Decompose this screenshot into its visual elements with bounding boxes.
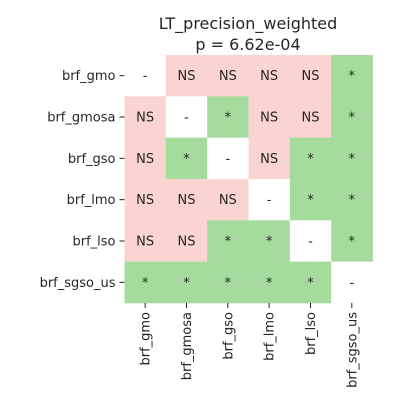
cell-label-brf-lmo-brf-lso: * <box>307 193 314 208</box>
cell-label-brf-gmo-brf-gmo: - <box>143 69 148 84</box>
heatmap-cell-brf-lso-brf-gmo <box>124 220 167 263</box>
cell-label-brf-sgso-us-brf-sgso-us: - <box>349 276 354 291</box>
row-labels: brf_gmo brf_gmosa brf_gso brf_lmo brf_lsobrf… <box>40 69 125 291</box>
heatmap-cell-brf-gmosa-brf-lso <box>289 96 332 139</box>
column-label-brf-gso: brf_gso <box>221 312 236 360</box>
heatmap-cell-brf-lso-brf-gmosa <box>165 220 208 263</box>
row-label-brf-gso: brf_gso <box>68 152 116 167</box>
cell-label-brf-gso-brf-sgso-us: * <box>349 152 356 167</box>
heatmap-cell-brf-lso-brf-lmo <box>248 220 291 263</box>
cell-label-brf-gso-brf-gso: - <box>225 152 230 167</box>
heatmap-cell-brf-sgso-us-brf-gso <box>207 261 249 304</box>
cell-label-brf-gmosa-brf-gmo: NS <box>136 111 154 126</box>
heatmap-cell-brf-sgso-us-brf-gmosa <box>165 261 208 304</box>
heatmap-cell-brf-gmo-brf-gmo <box>124 55 167 97</box>
heatmap-cell-brf-lmo-brf-gmosa <box>165 178 208 221</box>
column-label-brf-gmo: brf_gmo <box>139 312 154 366</box>
column-label-brf-sgso-us: brf_sgso_us <box>345 312 360 388</box>
cell-label-brf-gso-brf-lmo: NS <box>260 152 278 167</box>
heatmap-cell-brf-gmosa-brf-lmo <box>248 96 291 139</box>
row-label-brf-gmosa: brf_gmosa <box>47 111 115 126</box>
heatmap-cell-brf-lmo-brf-gmo <box>124 178 167 221</box>
heatmap-cell-brf-gso-brf-lso <box>289 137 332 180</box>
cell-label-brf-lmo-brf-sgso-us: * <box>349 193 356 208</box>
row-label-brf-gmo: brf_gmo <box>62 69 116 84</box>
cell-label-brf-lso-brf-sgso-us: * <box>349 234 356 249</box>
cell-label-brf-lmo-brf-gmosa: NS <box>177 193 195 208</box>
column-label-brf-lmo: brf_lmo <box>263 312 278 361</box>
heatmap-cell-brf-gso-brf-lmo <box>248 137 291 180</box>
cell-label-brf-sgso-us-brf-gmo: * <box>142 276 149 291</box>
cell-label-brf-gmo-brf-lso: NS <box>301 69 319 84</box>
heatmap-cell-brf-gmo-brf-lso <box>289 55 332 97</box>
column-labels: brf_gmo brf_gmosa brf_gso brf_lmo brf_lso brf… <box>139 302 360 388</box>
heatmap-cell-brf-sgso-us-brf-lso <box>289 261 332 304</box>
cell-label-brf-gmo-brf-lmo: NS <box>260 69 278 84</box>
cell-label-brf-gmo-brf-gso: NS <box>219 69 237 84</box>
cell-label-brf-sgso-us-brf-lmo: * <box>266 276 273 291</box>
column-label-brf-gmosa: brf_gmosa <box>180 312 195 380</box>
heatmap-cell-brf-gso-brf-gmo <box>124 137 167 180</box>
cell-label-brf-lmo-brf-gso: NS <box>219 193 237 208</box>
heatmap-cell-brf-gso-brf-gso <box>207 137 249 180</box>
cell-label-brf-gmosa-brf-sgso-us: * <box>349 111 356 126</box>
cell-label-brf-lmo-brf-gmo: NS <box>136 193 154 208</box>
heatmap-cell-brf-gmosa-brf-gmosa <box>165 96 208 139</box>
column-label-brf-lso: brf_lso <box>304 312 319 355</box>
heatmap-cell-brf-gmosa-brf-gso <box>207 96 249 139</box>
heatmap-cell-brf-lso-brf-lso <box>289 220 332 263</box>
cell-label-brf-lmo-brf-lmo: - <box>267 193 272 208</box>
cell-label-brf-gso-brf-lso: * <box>307 152 314 167</box>
heatmap-cell-brf-sgso-us-brf-gmo <box>124 261 167 304</box>
heatmap-cell-brf-sgso-us-brf-lmo <box>248 261 291 304</box>
cell-label-brf-sgso-us-brf-gmosa: * <box>183 276 190 291</box>
cell-label-brf-gmosa-brf-lmo: NS <box>260 111 278 126</box>
cell-label-brf-lso-brf-gso: * <box>225 234 232 249</box>
row-label-brf-lso: brf_lso <box>72 234 115 249</box>
heatmap-cells: - NS NS NS NS * NS - * NS NS * NS * - NS * * NS NS NS - * * NS NS… <box>124 55 373 304</box>
cell-label-brf-sgso-us-brf-gso: * <box>225 276 232 291</box>
heatmap-cell-brf-gso-brf-sgso-us <box>331 137 373 180</box>
heatmap-cell-brf-sgso-us-brf-sgso-us <box>331 261 373 304</box>
heatmap-cell-brf-lso-brf-gso <box>207 220 249 263</box>
cell-label-brf-gmosa-brf-gmosa: - <box>184 111 189 126</box>
heatmap-cell-brf-lmo-brf-sgso-us <box>331 178 373 221</box>
heatmap-cell-brf-gmo-brf-lmo <box>248 55 291 97</box>
heatmap-cell-brf-gmosa-brf-sgso-us <box>331 96 373 139</box>
heatmap-cell-brf-gmo-brf-sgso-us <box>331 55 373 97</box>
chart-title: LT_precision_weighted <box>159 14 338 34</box>
heatmap-cell-brf-gmo-brf-gso <box>207 55 249 97</box>
cell-label-brf-gso-brf-gmo: NS <box>136 152 154 167</box>
cell-label-brf-lso-brf-lmo: * <box>266 234 273 249</box>
cell-label-brf-gso-brf-gmosa: * <box>183 152 190 167</box>
heatmap-cell-brf-lmo-brf-lmo <box>248 178 291 221</box>
chart-subtitle: p = 6.62e-04 <box>195 35 300 54</box>
cell-label-brf-gmosa-brf-gso: * <box>225 111 232 126</box>
row-label-brf-lmo: brf_lmo <box>67 193 116 208</box>
cell-label-brf-lso-brf-lso: - <box>308 234 313 249</box>
heatmap-cell-brf-lmo-brf-gso <box>207 178 249 221</box>
heatmap-cell-brf-lso-brf-sgso-us <box>331 220 373 263</box>
row-label-brf-sgso-us: brf_sgso_us <box>40 276 116 291</box>
cell-label-brf-gmosa-brf-lso: NS <box>301 111 319 126</box>
heatmap-cell-brf-gso-brf-gmosa <box>165 137 208 180</box>
cell-label-brf-gmo-brf-gmosa: NS <box>177 69 195 84</box>
cell-label-brf-lso-brf-gmosa: NS <box>177 234 195 249</box>
heatmap-cell-brf-gmo-brf-gmosa <box>165 55 208 97</box>
cell-label-brf-sgso-us-brf-lso: * <box>307 276 314 291</box>
heatmap-cell-brf-gmosa-brf-gmo <box>124 96 167 139</box>
heatmap-cell-brf-lmo-brf-lso <box>289 178 332 221</box>
cell-label-brf-gmo-brf-sgso-us: * <box>349 69 356 84</box>
cell-label-brf-lso-brf-gmo: NS <box>136 234 154 249</box>
